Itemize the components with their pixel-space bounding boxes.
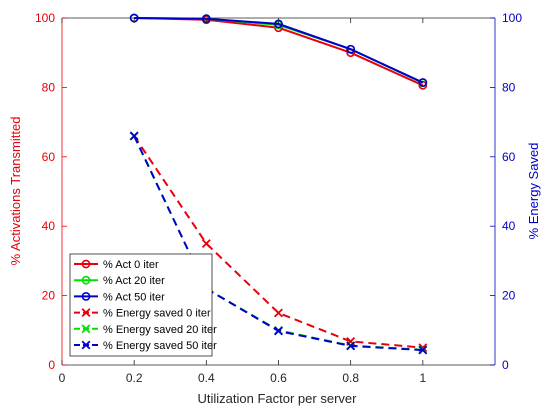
y-left-tick-label: 0 [48, 358, 55, 372]
legend: % Act 0 iter % Act 20 iter % Act 50 iter % … [69, 253, 217, 357]
legend-box [69, 253, 213, 357]
axes-layer: 0 0.2 0.4 0.6 0.8 1 0 20 40 60 80 100 0 20 40 60 80 100 [35, 11, 522, 385]
legend-marker [81, 259, 91, 269]
legend-label: % Act 20 iter [103, 275, 165, 287]
legend-marker [81, 308, 91, 318]
legend-label: % Energy saved 20 iter [103, 324, 217, 336]
x-marker-stroke [81, 340, 91, 350]
data-point [346, 44, 356, 54]
x-marker-stroke [346, 341, 356, 351]
data-point [418, 345, 428, 355]
legend-entry: % Act 50 iter [74, 291, 165, 303]
x-marker-stroke [418, 345, 428, 355]
legend-marker [81, 324, 91, 334]
x-tick-label: 0.2 [126, 371, 143, 385]
y-right-tick-label: 0 [502, 358, 509, 372]
legend-entry: % Act 0 iter [74, 259, 159, 271]
x-marker-stroke [274, 326, 283, 336]
legend-marker [81, 291, 91, 301]
y-left-tick-label: 20 [42, 289, 56, 303]
x-tick-label: 0.8 [342, 371, 359, 385]
y-left-tick-label: 60 [42, 150, 56, 164]
data-point [129, 131, 139, 141]
x-marker-stroke [129, 131, 139, 141]
x-tick-label: 0.4 [198, 371, 215, 385]
legend-entry: % Energy saved 50 iter [74, 340, 217, 352]
y-left-tick-label: 40 [42, 219, 56, 233]
series-6 [129, 131, 428, 355]
data-point [274, 308, 283, 318]
legend-label: % Energy saved 50 iter [103, 340, 217, 352]
y-right-tick-label: 40 [502, 219, 516, 233]
data-point [274, 326, 283, 336]
legend-entry: % Act 20 iter [74, 275, 165, 287]
legend-label: % Act 50 iter [103, 291, 165, 303]
series-line [134, 17, 424, 84]
x-tick-label: 0 [59, 371, 66, 385]
x-tick-label: 1 [419, 371, 426, 385]
legend-label: % Energy saved 0 iter [103, 308, 211, 320]
data-point [201, 239, 211, 248]
legend-entry: % Energy saved 0 iter [74, 308, 211, 320]
series-line [133, 135, 423, 349]
legend-label: % Act 0 iter [103, 259, 159, 271]
y-left-tick-label: 100 [35, 11, 55, 25]
x-tick-label: 0.6 [270, 371, 287, 385]
y-axis-right-label: % Energy Saved [526, 143, 541, 240]
y-right-tick-label: 80 [502, 80, 516, 94]
y-right-tick-label: 20 [502, 289, 516, 303]
series-layer [129, 13, 428, 355]
y-axis-left-label: % Activations Transmitted [8, 117, 23, 266]
data-point [418, 78, 428, 87]
y-right-tick-label: 60 [502, 150, 516, 164]
x-marker-stroke [201, 239, 211, 248]
x-marker-stroke [81, 324, 91, 334]
legend-entry: % Energy saved 20 iter [74, 324, 217, 336]
legend-marker [81, 275, 91, 285]
x-axis-label: Utilization Factor per server [198, 391, 358, 406]
x-marker-stroke [274, 308, 283, 318]
legend-marker [81, 340, 91, 350]
x-marker-stroke [81, 308, 91, 318]
data-point [346, 341, 356, 351]
y-right-tick-label: 100 [502, 11, 522, 25]
y-left-tick-label: 80 [42, 80, 56, 94]
